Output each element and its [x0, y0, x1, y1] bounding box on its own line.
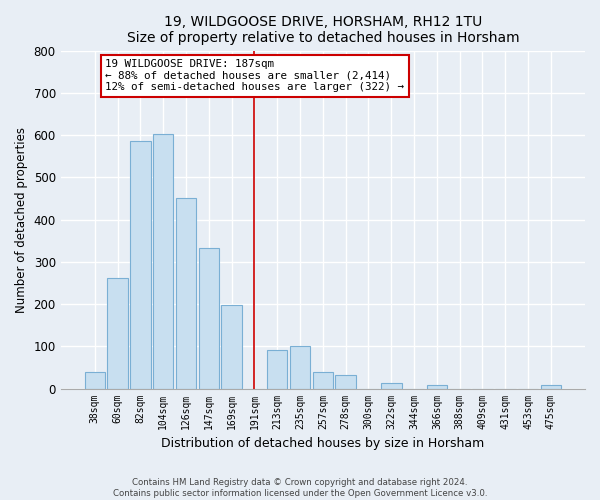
Bar: [221, 306, 242, 388]
Bar: [313, 372, 333, 388]
Bar: [153, 134, 173, 388]
Bar: [427, 385, 447, 388]
Text: 19 WILDGOOSE DRIVE: 187sqm
← 88% of detached houses are smaller (2,414)
12% of s: 19 WILDGOOSE DRIVE: 187sqm ← 88% of deta…: [105, 59, 404, 92]
Y-axis label: Number of detached properties: Number of detached properties: [15, 126, 28, 312]
Bar: [290, 346, 310, 389]
Bar: [267, 350, 287, 389]
Title: 19, WILDGOOSE DRIVE, HORSHAM, RH12 1TU
Size of property relative to detached hou: 19, WILDGOOSE DRIVE, HORSHAM, RH12 1TU S…: [127, 15, 519, 45]
Bar: [541, 385, 561, 388]
Bar: [130, 142, 151, 388]
Bar: [85, 372, 105, 388]
Bar: [176, 198, 196, 388]
Bar: [107, 278, 128, 388]
Bar: [199, 248, 219, 388]
Bar: [381, 383, 401, 388]
Bar: [335, 375, 356, 388]
Text: Contains HM Land Registry data © Crown copyright and database right 2024.
Contai: Contains HM Land Registry data © Crown c…: [113, 478, 487, 498]
X-axis label: Distribution of detached houses by size in Horsham: Distribution of detached houses by size …: [161, 437, 484, 450]
